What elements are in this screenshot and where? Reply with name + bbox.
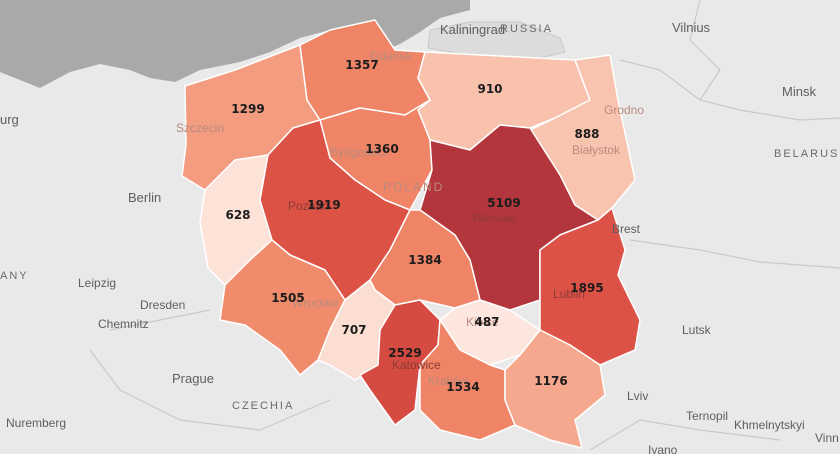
label-vinn: Vinn [815,431,839,445]
label-bydgoszcz: Bydgoszcz [330,145,388,159]
label-lutsk: Lutsk [682,323,712,337]
label-warsaw: Warsaw [472,211,515,225]
label-ivano: Ivano [648,443,678,454]
kaliningrad-region [427,21,566,59]
label-krakow: Kraków [428,374,468,388]
value-mazowieckie: 5109 [487,196,520,210]
label-dresden: Dresden [140,298,185,312]
label-belarus: BELARUS [774,148,839,160]
value-dolnoslaskie: 1505 [271,291,304,305]
label-wroclaw: Wrocław [292,296,338,310]
label-kielce: Kielce [466,315,499,329]
label-gdansk: Gdańsk [370,49,412,63]
value-swietokrzyskie: 487 [474,315,499,329]
label-nuremberg: Nuremberg [6,416,66,430]
value-podlaskie: 888 [574,127,599,141]
label-prague: Prague [172,371,214,386]
value-podkarpackie: 1176 [534,374,567,388]
label-poland: POLAND [383,180,444,194]
value-lubelskie: 1895 [570,281,603,295]
label-poznan: Poznań [288,199,329,213]
label-berlin: Berlin [128,190,161,205]
label-burg: urg [0,112,19,127]
label-grodno: Grodno [604,103,644,117]
value-zachodniopomorskie: 1299 [231,102,264,116]
label-ternopil: Ternopil [686,409,728,423]
border-lines [89,0,840,451]
region-slaskie[interactable] [359,299,441,426]
value-lubuskie: 628 [225,208,250,222]
region-lodzkie[interactable] [369,209,481,309]
region-podkarpackie[interactable] [504,329,606,449]
value-malopolskie: 1534 [446,380,479,394]
label-khmelnytskyi: Khmelnytskyi [734,418,805,432]
label-lviv: Lviv [627,389,648,403]
value-warminsko-mazurskie: 910 [477,82,502,96]
label-bialystok: Białystok [572,143,621,157]
label-germany: ANY [0,270,29,282]
value-slaskie: 2529 [388,346,421,360]
value-kujawsko-pomorskie: 1360 [365,142,398,156]
label-czechia: CZECHIA [232,400,294,412]
label-katowice: Katowice [392,358,441,372]
value-lodzkie: 1384 [408,253,441,267]
baltic-sea [0,0,470,88]
label-vilnius: Vilnius [672,20,711,35]
label-leipzig: Leipzig [78,276,116,290]
value-pomorskie: 1357 [345,58,378,72]
label-russia: RUSSIA [500,23,553,35]
label-kaliningrad: Kaliningrad [440,22,505,37]
label-szczecin: Szczecin [176,121,224,135]
label-chemnitz: Chemnitz [98,317,149,331]
label-lublin: Lublin [553,287,585,301]
label-minsk: Minsk [782,84,816,99]
value-opolskie: 707 [341,323,366,337]
label-brest: Brest [612,222,641,236]
value-wielkopolskie: 1919 [307,198,340,212]
